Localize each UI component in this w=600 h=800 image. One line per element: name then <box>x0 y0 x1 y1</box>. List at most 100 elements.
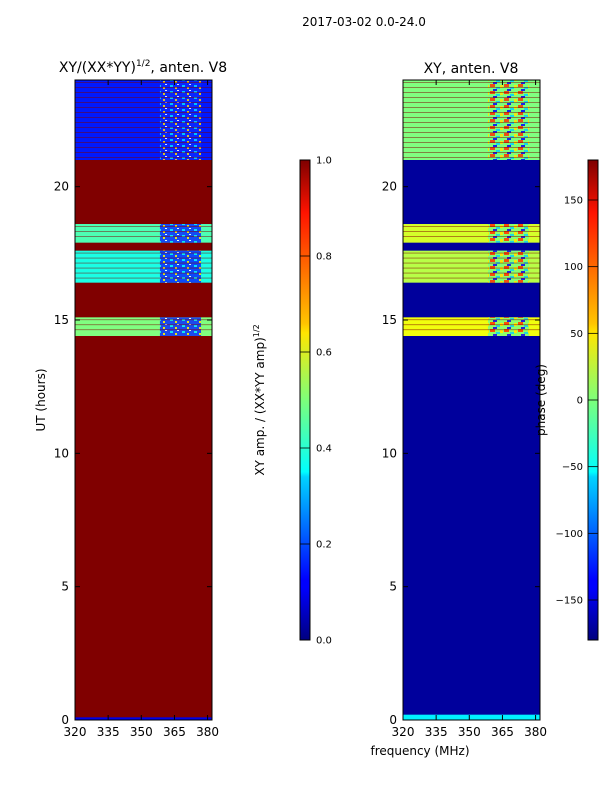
heatmap-band-line <box>403 107 540 108</box>
y-tick-label: 0 <box>389 713 397 727</box>
heatmap-band-line <box>75 112 212 113</box>
colorbar-tick-label: −50 <box>562 462 583 473</box>
heatmap-background <box>403 80 540 720</box>
heatmap-band-line <box>403 226 540 227</box>
x-tick-label: 350 <box>130 725 153 739</box>
heatmap-band-line <box>403 82 540 83</box>
heatmap-band-line <box>75 107 212 108</box>
heatmap-band-line <box>75 122 212 123</box>
panel-phase: XY, anten. V8 320 335 350 365 380 0 5 10 15 20 fr… <box>370 61 547 758</box>
heatmap-band-line <box>403 112 540 113</box>
colorbar-phase: −150 −100 −50 0 50 100 150 phase (deg) <box>534 159 599 641</box>
heatmap-band-line <box>403 319 540 321</box>
x-tick-label: 380 <box>524 725 547 739</box>
heatmap-band-line <box>403 127 540 128</box>
heatmap-band-texture-3 <box>159 224 202 243</box>
heatmap-band-line <box>403 87 540 88</box>
x-axis-label: frequency (MHz) <box>370 744 469 758</box>
heatmap-band-line <box>403 157 540 158</box>
heatmap-band-line <box>403 142 540 143</box>
heatmap-band-line <box>75 92 212 93</box>
heatmap-band-line <box>403 152 540 153</box>
y-tick-label: 0 <box>61 713 69 727</box>
heatmap-band-texture-4 <box>159 80 202 160</box>
heatmap-band-texture-3 <box>487 224 530 243</box>
heatmap-band-line <box>75 117 212 118</box>
y-tick-label: 20 <box>382 180 397 194</box>
colorbar-amplitude: 0.0 0.2 0.4 0.6 0.8 1.0 XY amp. / (XX*YY amp)… <box>252 156 332 647</box>
axis-ticks-amplitude: 320 335 350 365 380 0 5 10 15 20 <box>54 80 219 739</box>
x-tick-label: 365 <box>491 725 514 739</box>
heatmap-band-line <box>75 329 212 331</box>
heatmap-band-texture-2 <box>487 250 530 283</box>
heatmap-band-0 <box>403 714 540 720</box>
y-tick-label: 20 <box>54 180 69 194</box>
heatmap-band-line <box>75 226 212 227</box>
colorbar-tick-label: −150 <box>556 596 583 607</box>
heatmap-band-line <box>403 97 540 98</box>
y-tick-label: 5 <box>61 580 69 594</box>
heatmap-phase <box>403 80 540 720</box>
heatmap-band-line <box>403 92 540 93</box>
heatmap-band-line <box>75 262 212 264</box>
panel-amplitude-title: XY/(XX*YY)1/2, anten. V8 <box>59 59 227 76</box>
heatmap-band-line <box>75 132 212 133</box>
heatmap-band-line <box>403 122 540 123</box>
colorbar-tick-label: −100 <box>556 529 583 540</box>
heatmap-band-line <box>403 324 540 326</box>
heatmap-band-line <box>75 277 212 279</box>
heatmap-band-line <box>75 252 212 254</box>
colorbar-tick-label: 150 <box>564 196 583 207</box>
heatmap-band-0 <box>75 717 212 720</box>
y-axis-label: UT (hours) <box>34 368 48 431</box>
heatmap-band-line <box>403 262 540 264</box>
heatmap-band-line <box>75 152 212 153</box>
colorbar-amplitude-label: XY amp. / (XX*YY amp)1/2 <box>252 324 267 475</box>
heatmap-band-line <box>75 102 212 103</box>
colorbar-amplitude-ticks: 0.0 0.2 0.4 0.6 0.8 1.0 <box>300 156 332 647</box>
heatmap-band-line <box>75 324 212 326</box>
x-tick-label: 335 <box>425 725 448 739</box>
heatmap-band-line <box>403 132 540 133</box>
heatmap-band-line <box>75 97 212 98</box>
heatmap-amplitude <box>75 80 212 720</box>
x-tick-label: 320 <box>64 725 87 739</box>
suptitle: 2017-03-02 0.0-24.0 <box>302 15 426 29</box>
heatmap-band-line <box>403 257 540 259</box>
colorbar-tick-label: 0.0 <box>316 636 332 647</box>
heatmap-band-texture-2 <box>159 250 202 283</box>
heatmap-band-line <box>403 231 540 232</box>
x-tick-label: 380 <box>196 725 219 739</box>
colorbar-tick-label: 1.0 <box>316 156 332 167</box>
panel-phase-title: XY, anten. V8 <box>424 61 519 77</box>
heatmap-band-line <box>403 117 540 118</box>
heatmap-band-line <box>75 267 212 269</box>
colorbar-tick-label: 0.2 <box>316 540 332 551</box>
heatmap-band-texture-4 <box>487 80 530 160</box>
heatmap-band-line <box>403 272 540 274</box>
colorbar-amplitude-bar <box>299 159 311 641</box>
heatmap-band-line <box>75 142 212 143</box>
colorbar-tick-label: 100 <box>564 262 583 273</box>
colorbar-phase-label: phase (deg) <box>534 364 548 436</box>
axis-ticks-phase: 320 335 350 365 380 0 5 10 15 20 <box>382 80 547 739</box>
heatmap-band-line <box>403 147 540 148</box>
heatmap-band-line <box>75 257 212 259</box>
y-tick-label: 10 <box>54 446 69 460</box>
colorbar-tick-label: 50 <box>570 329 583 340</box>
axes-frame-phase <box>402 79 541 721</box>
colorbar-phase-ticks: −150 −100 −50 0 50 100 150 <box>556 196 598 607</box>
heatmap-band-line <box>403 252 540 254</box>
heatmap-band-line <box>75 157 212 158</box>
heatmap-band-line <box>75 272 212 274</box>
heatmap-band-line <box>75 319 212 321</box>
colorbar-tick-label: 0.8 <box>316 252 332 263</box>
heatmap-band-line <box>75 82 212 83</box>
heatmap-band-texture-1 <box>487 317 530 336</box>
x-tick-label: 335 <box>97 725 120 739</box>
colorbar-tick-label: 0.6 <box>316 348 332 359</box>
heatmap-band-line <box>75 236 212 237</box>
heatmap-band-line <box>403 329 540 331</box>
y-tick-label: 15 <box>382 313 397 327</box>
